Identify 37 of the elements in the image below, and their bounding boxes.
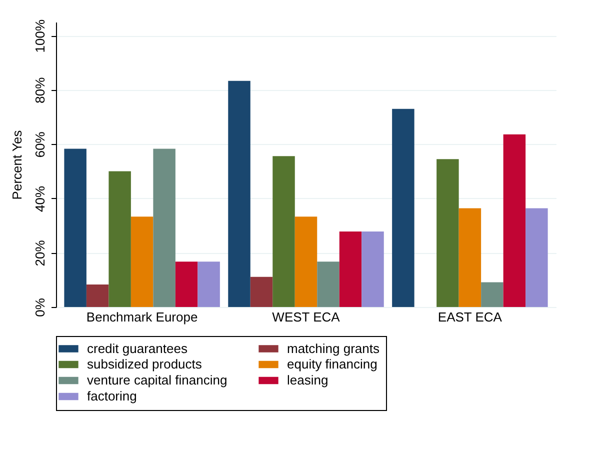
legend-label: factoring bbox=[87, 388, 137, 404]
legend-label: credit guarantees bbox=[87, 340, 188, 356]
bar bbox=[481, 282, 504, 307]
bar bbox=[250, 276, 273, 307]
bar bbox=[436, 159, 459, 307]
y-tick-label: 80% bbox=[32, 76, 48, 104]
bar bbox=[503, 134, 526, 307]
legend-label: subsidized products bbox=[87, 356, 202, 372]
x-tick-label: WEST ECA bbox=[272, 310, 340, 324]
bar bbox=[228, 80, 250, 307]
legend-label: matching grants bbox=[287, 340, 380, 356]
bar bbox=[392, 108, 414, 307]
y-tick-label: 0% bbox=[32, 298, 48, 317]
bar bbox=[153, 148, 176, 307]
bar bbox=[458, 208, 482, 307]
bar bbox=[108, 171, 131, 307]
bar bbox=[64, 148, 86, 307]
y-axis-title: Percent Yes bbox=[10, 130, 24, 200]
y-tick-label: 60% bbox=[32, 131, 48, 158]
legend-label: venture capital financing bbox=[87, 372, 228, 388]
legend-label: equity financing bbox=[287, 356, 378, 372]
bar bbox=[526, 208, 548, 307]
y-tick-label: 40% bbox=[32, 185, 48, 212]
bar bbox=[175, 262, 198, 307]
x-tick-label: Benchmark Europe bbox=[86, 310, 198, 324]
bar bbox=[317, 262, 340, 307]
bar bbox=[198, 262, 220, 307]
bar bbox=[339, 232, 362, 307]
bar bbox=[362, 232, 384, 307]
x-tick-label: EAST ECA bbox=[438, 310, 502, 324]
bar bbox=[272, 156, 295, 307]
y-tick-label: 20% bbox=[32, 240, 48, 266]
bar bbox=[294, 216, 318, 307]
bar bbox=[130, 216, 154, 307]
y-tick-label: 100% bbox=[32, 19, 48, 53]
legend-label: leasing bbox=[287, 372, 328, 388]
bar bbox=[86, 284, 109, 307]
